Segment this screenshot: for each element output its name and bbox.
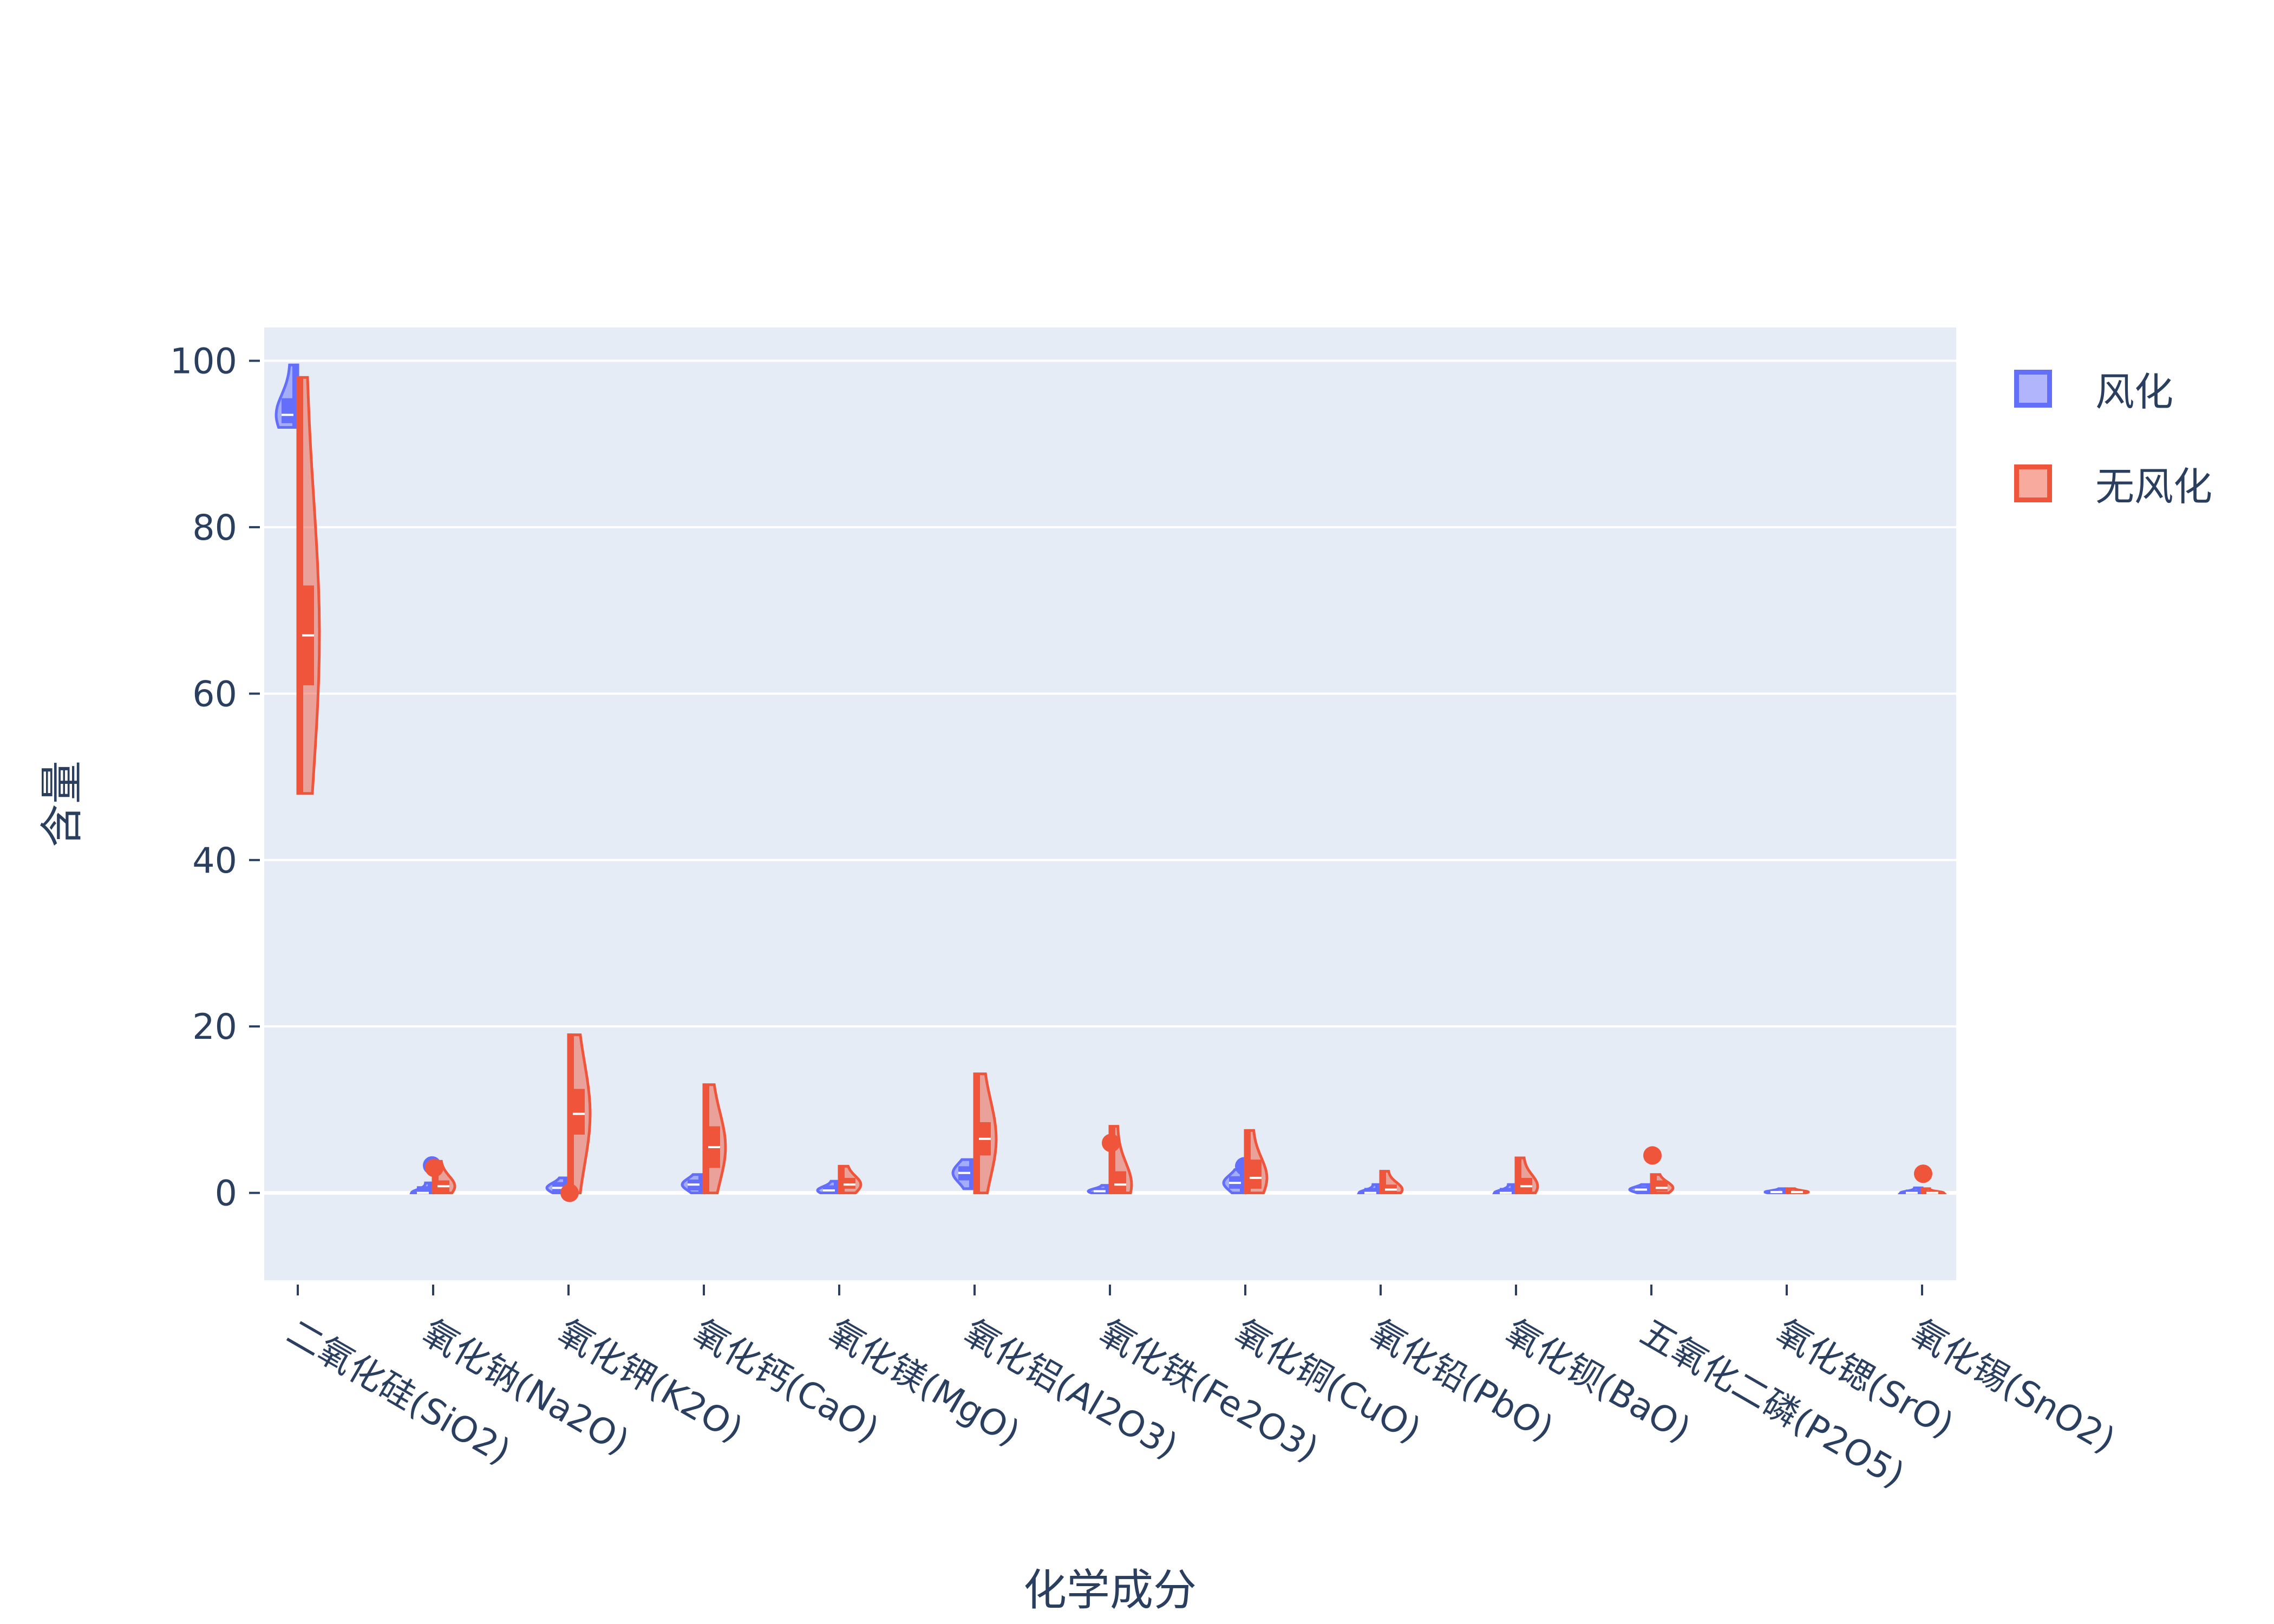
violin-0-11 [1763,1187,1788,1195]
violin-0-12 [1897,1186,1924,1195]
outlier-1-12-0 [1914,1164,1932,1183]
violin-box-1-12 [1926,1190,1938,1193]
violin-box-0-12 [1906,1189,1918,1193]
y-tick-label-40: 40 [192,841,237,881]
violin-1-8 [1379,1170,1404,1195]
violin-1-10 [1643,1146,1675,1195]
violin-1-11 [1785,1187,1810,1195]
violin-1-9 [1514,1156,1539,1195]
violin-box-1-2 [573,1089,585,1135]
x-tick-label-0: 二氧化硅(SiO2) [280,1312,517,1472]
outlier-1-10-0 [1643,1146,1662,1165]
gridlines [264,359,1956,1195]
violin-1-5 [973,1072,998,1195]
plot-background [264,328,1956,1280]
violin-1-2 [560,1033,592,1202]
violin-0-5 [951,1158,976,1190]
y-axis-ticks: 0 20 40 60 80 100 [170,341,260,1214]
violin-1-0 [296,376,321,795]
x-axis-title: 化学成分 [1023,1565,1197,1615]
violin-box-0-1 [417,1186,429,1193]
x-axis-ticks: 二氧化硅(SiO2)氧化钠(Na2O)氧化钾(K2O)氧化钙(CaO)氧化镁(M… [280,1285,2122,1496]
legend-label-weathered: 风化 [2095,369,2174,415]
violin-0-3 [681,1173,705,1195]
violin-box-1-4 [844,1177,855,1189]
y-tick-label-80: 80 [192,508,237,548]
violin-0-8 [1357,1183,1382,1195]
y-tick-label-100: 100 [170,341,237,382]
violin-0-10 [1628,1183,1653,1195]
violin-box-1-6 [1114,1171,1126,1193]
legend-item-weathered[interactable]: 风化 [2014,341,2212,436]
violin-box-1-10 [1656,1180,1668,1191]
violin-1-4 [838,1164,862,1195]
outlier-1-2-0 [560,1183,579,1202]
violin-1-1 [425,1158,456,1195]
violin-box-0-9 [1500,1188,1512,1193]
violin-0-6 [1087,1184,1112,1195]
data-marks [275,363,1948,1202]
y-tick-label-0: 0 [215,1174,237,1214]
x-tick-label-6: 氧化铁(Fe2O3) [1092,1312,1325,1470]
violin-1-3 [702,1083,727,1195]
legend-swatch-weathered [2014,369,2052,408]
outlier-1-6-0 [1102,1134,1120,1152]
y-tick-label-20: 20 [192,1007,237,1047]
violin-1-12 [1914,1164,1948,1195]
legend-item-unweathered[interactable]: 无风化 [2014,436,2212,531]
violin-box-0-4 [823,1185,835,1193]
violin-1-7 [1244,1129,1269,1195]
legend-label-unweathered: 无风化 [2095,464,2213,509]
legend: 风化 无风化 [2014,341,2212,531]
legend-swatch-unweathered [2014,464,2052,502]
violin-0-9 [1492,1183,1518,1195]
violin-box-0-8 [1364,1188,1376,1193]
violin-box-1-7 [1250,1160,1262,1189]
violin-box-0-0 [282,398,293,423]
y-tick-label-60: 60 [192,674,237,715]
outlier-1-1-0 [425,1158,443,1177]
violin-0-4 [816,1180,841,1195]
y-axis-title: 含量 [37,761,87,847]
violin-0-0 [275,363,299,429]
violin-1-6 [1102,1125,1133,1195]
